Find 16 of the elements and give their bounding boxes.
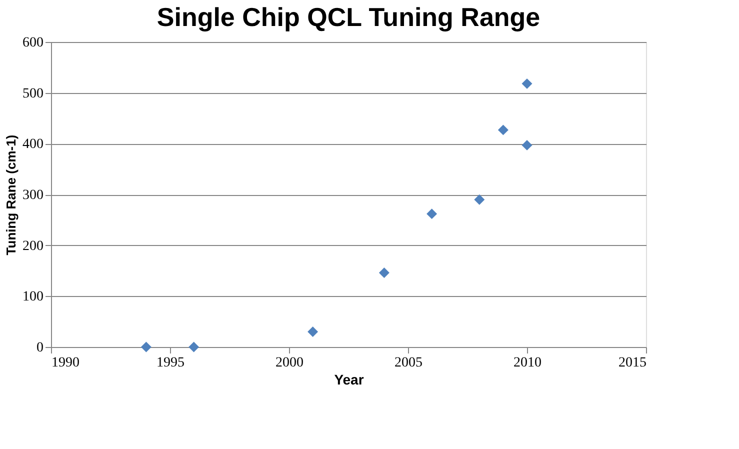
x-tick-label: 1995 [156,356,184,370]
y-tick-label: 100 [22,290,44,305]
x-tick-label: 1990 [52,356,80,370]
chart-title: Single Chip QCL Tuning Range [156,2,540,32]
y-tick-label: 400 [22,137,44,152]
y-axis-title: Tuning Rane (cm-1) [4,134,18,256]
x-tick-label: 2000 [276,356,304,370]
x-tick-label: 2010 [514,356,542,370]
y-tick-label: 0 [36,340,44,356]
x-tick-label: 2005 [394,356,422,370]
x-tick-label: 2015 [618,356,646,370]
y-tick-label: 500 [22,86,44,102]
y-tick-label: 300 [22,188,44,203]
y-tick-label: 600 [22,36,44,50]
y-tick-label: 200 [22,238,44,254]
x-axis-title: Year [334,372,364,388]
